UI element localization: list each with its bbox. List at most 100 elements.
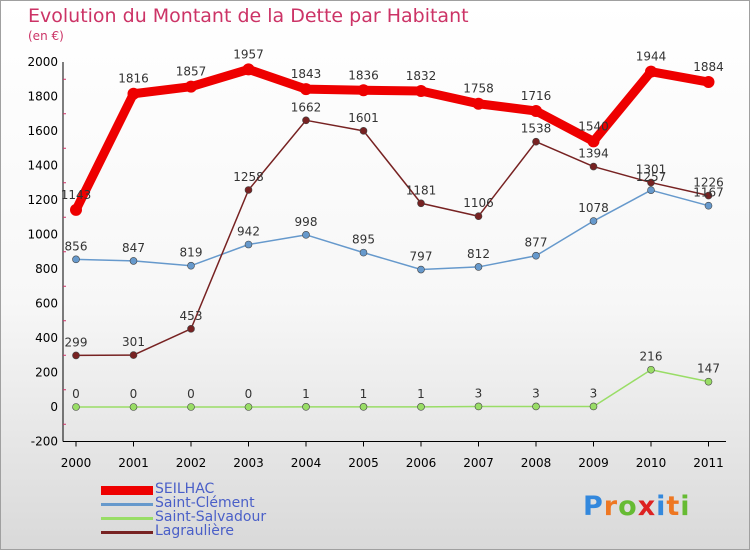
x-tick-label: 2005 bbox=[348, 456, 379, 470]
data-label-seilhac: 1816 bbox=[118, 72, 149, 86]
data-point-saint-salvadour bbox=[704, 377, 713, 386]
data-point-lagrauliere bbox=[72, 351, 80, 360]
x-tick-label: 2002 bbox=[176, 456, 207, 470]
data-point-seilhac bbox=[127, 87, 140, 100]
data-point-lagrauliere bbox=[302, 116, 310, 125]
data-label-seilhac: 1857 bbox=[176, 65, 207, 79]
data-point-saint-clement bbox=[532, 251, 540, 260]
data-point-saint-salvadour bbox=[244, 403, 253, 411]
y-tick-label: 2000 bbox=[27, 55, 58, 69]
data-point-seilhac bbox=[587, 135, 600, 148]
data-point-seilhac bbox=[242, 63, 255, 76]
legend-item-saint-clement: Saint-Clément bbox=[101, 495, 361, 511]
x-tick-label: 2008 bbox=[521, 456, 552, 470]
logo-letter: P bbox=[583, 491, 604, 522]
data-label-lagrauliere: 1226 bbox=[693, 176, 724, 190]
data-point-lagrauliere bbox=[359, 127, 368, 135]
data-label-saint-salvadour: 1 bbox=[360, 387, 368, 401]
data-label-saint-clement: 998 bbox=[295, 215, 318, 229]
data-point-saint-salvadour bbox=[302, 403, 310, 411]
series-line-saint-clement bbox=[75, 189, 709, 271]
data-label-saint-clement: 1078 bbox=[578, 201, 609, 215]
data-point-lagrauliere bbox=[244, 186, 253, 194]
data-label-saint-clement: 812 bbox=[467, 247, 490, 261]
data-point-saint-clement bbox=[72, 255, 80, 264]
data-point-seilhac bbox=[300, 83, 312, 96]
data-point-seilhac bbox=[530, 104, 542, 117]
data-label-lagrauliere: 453 bbox=[180, 309, 203, 323]
x-tick-label: 2004 bbox=[291, 456, 322, 470]
data-point-saint-salvadour bbox=[187, 403, 195, 411]
data-point-saint-salvadour bbox=[359, 403, 368, 411]
data-point-saint-salvadour bbox=[72, 403, 80, 411]
data-label-lagrauliere: 1601 bbox=[348, 111, 379, 125]
data-label-saint-salvadour: 216 bbox=[640, 350, 663, 364]
legend-swatch bbox=[101, 503, 153, 506]
data-point-saint-salvadour bbox=[647, 365, 655, 374]
data-label-saint-clement: 1167 bbox=[693, 186, 724, 200]
legend-label: SEILHAC bbox=[155, 481, 215, 497]
data-point-lagrauliere bbox=[417, 199, 425, 208]
data-point-saint-clement bbox=[474, 263, 483, 271]
data-label-saint-clement: 1257 bbox=[636, 170, 667, 184]
proxiti-logo: Proxiti bbox=[583, 491, 691, 522]
legend: SEILHAC Saint-Clément Saint-Salvadour Lagra… bbox=[101, 481, 361, 539]
data-point-saint-salvadour bbox=[532, 402, 540, 411]
data-label-seilhac: 1832 bbox=[406, 69, 437, 83]
data-label-saint-clement: 877 bbox=[525, 236, 548, 250]
y-tick-label: 1800 bbox=[27, 90, 58, 104]
data-label-saint-salvadour: 0 bbox=[130, 387, 138, 401]
y-tick-label: 200 bbox=[35, 366, 58, 380]
data-point-saint-salvadour bbox=[589, 402, 598, 411]
x-tick-label: 2011 bbox=[693, 456, 724, 470]
data-point-seilhac bbox=[357, 84, 370, 97]
data-point-seilhac bbox=[415, 84, 427, 97]
legend-swatch bbox=[101, 486, 153, 495]
legend-label: Saint-Clément bbox=[155, 495, 255, 511]
data-label-saint-clement: 942 bbox=[237, 225, 260, 239]
legend-swatch bbox=[101, 517, 153, 520]
y-tick-label: -200 bbox=[31, 435, 58, 449]
data-point-saint-salvadour bbox=[474, 402, 483, 411]
x-tick-label: 2009 bbox=[578, 456, 609, 470]
data-label-saint-salvadour: 0 bbox=[245, 387, 253, 401]
data-point-saint-clement bbox=[187, 261, 195, 270]
data-label-lagrauliere: 1181 bbox=[406, 183, 437, 197]
x-tick-label: 2001 bbox=[118, 456, 149, 470]
data-point-lagrauliere bbox=[474, 212, 483, 221]
data-point-lagrauliere bbox=[647, 178, 655, 187]
data-point-saint-clement bbox=[359, 248, 368, 257]
legend-item-lagrauliere: Lagraulière bbox=[101, 523, 361, 539]
series-line-lagrauliere bbox=[75, 119, 709, 357]
data-point-seilhac bbox=[185, 80, 197, 93]
y-tick-label: 1600 bbox=[27, 124, 58, 138]
data-label-saint-clement: 895 bbox=[352, 233, 375, 247]
data-point-seilhac bbox=[702, 76, 715, 89]
data-point-saint-clement bbox=[647, 186, 655, 194]
data-label-saint-salvadour: 3 bbox=[475, 386, 483, 400]
x-tick-label: 2003 bbox=[233, 456, 264, 470]
data-label-seilhac: 1143 bbox=[61, 188, 92, 202]
y-tick-label: 1000 bbox=[27, 228, 58, 242]
legend-label: Lagraulière bbox=[155, 523, 234, 539]
data-label-lagrauliere: 1394 bbox=[578, 147, 609, 161]
data-label-saint-clement: 847 bbox=[122, 241, 145, 255]
data-point-lagrauliere bbox=[704, 191, 713, 200]
y-tick-label: 800 bbox=[35, 262, 58, 276]
data-label-saint-salvadour: 3 bbox=[532, 386, 540, 400]
y-tick-label: 1200 bbox=[27, 193, 58, 207]
y-tick-label: 0 bbox=[50, 400, 58, 414]
data-label-lagrauliere: 301 bbox=[122, 335, 145, 349]
series-line-seilhac bbox=[71, 64, 710, 212]
data-point-lagrauliere bbox=[532, 137, 540, 146]
data-label-saint-salvadour: 3 bbox=[590, 386, 598, 400]
logo-letter: o bbox=[618, 491, 638, 522]
x-tick-label: 2007 bbox=[463, 456, 494, 470]
legend-label: Saint-Salvadour bbox=[155, 509, 267, 525]
data-point-saint-clement bbox=[417, 265, 425, 274]
x-tick-label: 2000 bbox=[61, 456, 92, 470]
y-tick-label: 400 bbox=[35, 331, 58, 345]
data-label-seilhac: 1758 bbox=[463, 82, 494, 96]
